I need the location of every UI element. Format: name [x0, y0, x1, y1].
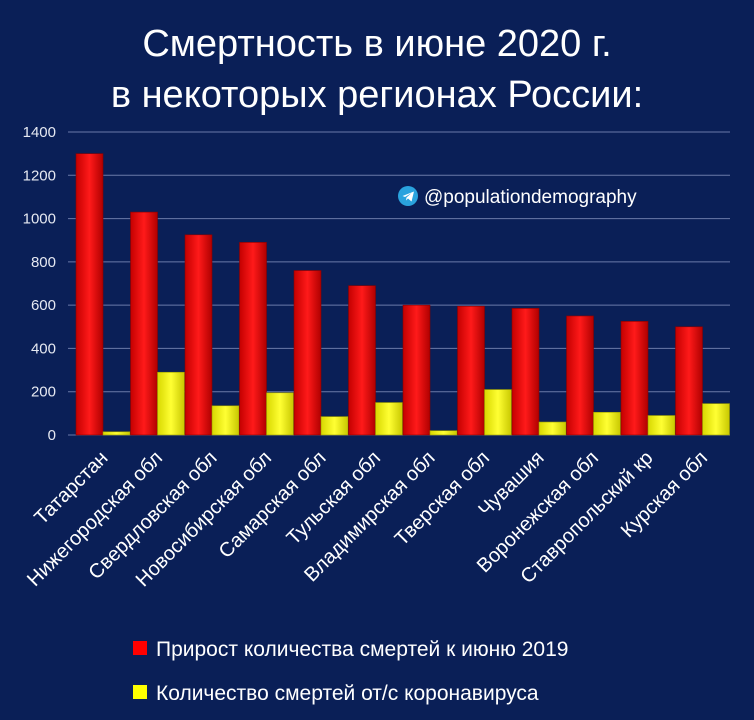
bar-red	[675, 326, 703, 436]
y-tick-label: 200	[31, 384, 56, 401]
y-tick-label: 400	[31, 340, 56, 357]
y-axis-ticks: 0 200 400 600 800 1000 1200 1400	[23, 124, 56, 444]
bar-red	[239, 242, 267, 436]
category-label: Тверская обл	[391, 447, 494, 550]
bar-red	[130, 211, 158, 436]
bar-yellow	[157, 371, 185, 436]
bar-yellow	[266, 392, 294, 436]
legend-label-red: Прирост количества смертей к июню 2019	[156, 638, 568, 661]
bar-red	[511, 308, 540, 436]
bar-red	[620, 321, 649, 436]
bar-red	[75, 153, 104, 436]
legend-swatch-red	[133, 641, 147, 655]
y-tick-label: 1000	[23, 211, 56, 228]
bar-yellow	[429, 430, 458, 436]
bar-yellow	[320, 416, 349, 436]
bar-yellow	[375, 402, 403, 436]
legend-swatch-yellow	[133, 685, 147, 699]
bar-yellow	[102, 431, 131, 436]
bar-yellow	[647, 415, 676, 436]
bar-yellow	[484, 389, 512, 436]
bar-yellow	[538, 421, 567, 436]
bar-red	[566, 315, 594, 436]
bar-yellow	[593, 411, 621, 436]
y-tick-label: 0	[48, 427, 56, 444]
category-label: Тульская обл	[283, 447, 385, 549]
chart-title-line-1: Смертность в июне 2020 г.	[142, 23, 611, 65]
bar-red	[293, 270, 322, 436]
chart-title-line-2: в некоторых регионах России:	[111, 74, 643, 116]
telegram-icon	[398, 186, 418, 206]
y-tick-label: 1400	[23, 124, 56, 141]
annotation: @populationdemography	[398, 186, 637, 208]
y-tick-label: 1200	[23, 167, 56, 184]
bar-yellow	[702, 403, 730, 436]
annotation-text: @populationdemography	[424, 187, 637, 208]
bar-red	[402, 304, 431, 436]
y-tick-label: 600	[31, 297, 56, 314]
bar-red	[184, 234, 213, 436]
bar-yellow	[211, 405, 240, 436]
legend-label-yellow: Количество смертей от/с коронавируса	[156, 682, 539, 705]
bar-red	[457, 305, 485, 436]
legend: Прирост количества смертей к июню 2019 К…	[133, 638, 568, 705]
bars	[75, 153, 730, 436]
telegram-plane-icon	[402, 191, 414, 202]
y-tick-label: 800	[31, 254, 56, 271]
bar-red	[348, 285, 376, 436]
